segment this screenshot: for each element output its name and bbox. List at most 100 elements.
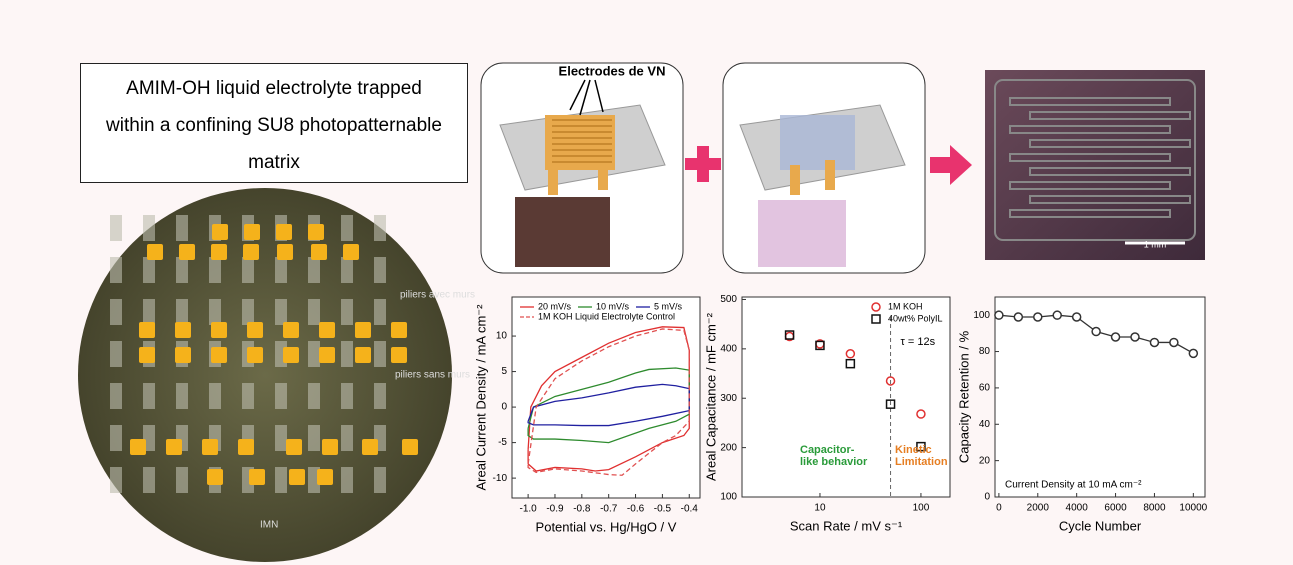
x-tick-label: -0.8 bbox=[573, 504, 591, 515]
electrode-label: Electrodes de VN bbox=[559, 63, 666, 78]
wafer-pad bbox=[143, 383, 155, 409]
pad-marker bbox=[211, 322, 227, 338]
point bbox=[1112, 333, 1120, 341]
pad-marker bbox=[319, 347, 335, 363]
wafer-pad bbox=[275, 467, 287, 493]
pad-marker bbox=[147, 244, 163, 260]
wafer-pad bbox=[374, 383, 386, 409]
y-tick-label: 0 bbox=[984, 492, 990, 503]
y-tick-label: 100 bbox=[720, 492, 737, 503]
wafer-pad bbox=[374, 467, 386, 493]
y-tick-label: 5 bbox=[501, 366, 507, 377]
pad-marker bbox=[238, 439, 254, 455]
y-tick-label: 0 bbox=[501, 402, 507, 413]
wafer-pad bbox=[209, 383, 221, 409]
scale-label: 1 mm bbox=[1144, 239, 1167, 249]
point bbox=[1189, 349, 1197, 357]
point bbox=[1150, 338, 1158, 346]
wafer-text: IMN bbox=[260, 520, 278, 531]
wafer-pad bbox=[341, 425, 353, 451]
wafer-pad bbox=[110, 341, 122, 367]
y-tick-label: 20 bbox=[979, 455, 991, 466]
wafer-pad bbox=[341, 299, 353, 325]
x-tick-label: 0 bbox=[996, 503, 1002, 514]
point bbox=[1073, 313, 1081, 321]
pad-marker bbox=[283, 322, 299, 338]
wafer-pad bbox=[209, 257, 221, 283]
wafer-pad bbox=[374, 215, 386, 241]
y-tick-label: -10 bbox=[493, 473, 508, 484]
x-tick-label: -0.5 bbox=[654, 504, 672, 515]
pad-marker bbox=[362, 439, 378, 455]
wafer-pad bbox=[308, 299, 320, 325]
pad-marker bbox=[343, 244, 359, 260]
y-tick-label: 10 bbox=[496, 331, 508, 342]
x-tick-label: 100 bbox=[913, 503, 930, 514]
micrograph-pattern bbox=[995, 80, 1195, 240]
legend-label: 1M KOH Liquid Electrolyte Control bbox=[538, 311, 675, 321]
pad-marker bbox=[243, 244, 259, 260]
pad-marker bbox=[355, 347, 371, 363]
pad-marker bbox=[311, 244, 327, 260]
electrode-pad bbox=[825, 160, 835, 190]
wafer-pad bbox=[110, 425, 122, 451]
pad-marker bbox=[179, 244, 195, 260]
pad-marker bbox=[317, 469, 333, 485]
wafer-pad bbox=[143, 257, 155, 283]
pad-marker bbox=[166, 439, 182, 455]
wafer-pad bbox=[143, 467, 155, 493]
legend-label: 1M KOH bbox=[888, 301, 923, 311]
wafer-pad bbox=[242, 257, 254, 283]
pad-marker bbox=[130, 439, 146, 455]
y-axis-title: Areal Current Density / mA cm⁻² bbox=[473, 304, 488, 491]
pad-marker bbox=[139, 322, 155, 338]
pad-marker bbox=[175, 347, 191, 363]
pad-marker bbox=[207, 469, 223, 485]
y-tick-label: 300 bbox=[720, 393, 737, 404]
wafer-pad bbox=[374, 341, 386, 367]
pad-marker bbox=[247, 322, 263, 338]
point bbox=[1131, 333, 1139, 341]
y-tick-label: 60 bbox=[979, 383, 991, 394]
figure: 1 mm Electrodes de VN piliers avec murs … bbox=[0, 0, 1293, 565]
pad-marker bbox=[319, 322, 335, 338]
wafer-pad bbox=[374, 257, 386, 283]
x-axis-title: Potential vs. Hg/HgO / V bbox=[536, 519, 677, 534]
wafer-pad bbox=[110, 257, 122, 283]
pad-marker bbox=[402, 439, 418, 455]
wafer-pad bbox=[341, 467, 353, 493]
wafer-pad bbox=[308, 425, 320, 451]
annotation: Current Density at 10 mA cm⁻² bbox=[1005, 480, 1142, 491]
point bbox=[1170, 338, 1178, 346]
wafer-pad bbox=[209, 299, 221, 325]
pad-marker bbox=[391, 322, 407, 338]
pad-marker bbox=[249, 469, 265, 485]
annotation: τ = 12s bbox=[901, 336, 936, 348]
wafer-pad bbox=[176, 467, 188, 493]
pad-marker bbox=[212, 224, 228, 240]
point bbox=[1034, 313, 1042, 321]
x-tick-label: 10000 bbox=[1179, 503, 1207, 514]
y-tick-label: 400 bbox=[720, 343, 737, 354]
pad-marker bbox=[276, 224, 292, 240]
device-photo bbox=[515, 197, 610, 267]
wafer-pad bbox=[275, 425, 287, 451]
wafer-pad bbox=[110, 215, 122, 241]
x-axis-title: Scan Rate / mV s⁻¹ bbox=[790, 518, 903, 533]
pad-marker bbox=[175, 322, 191, 338]
wafer-pad bbox=[341, 257, 353, 283]
legend-label: 40wt% PolyIL bbox=[888, 313, 943, 323]
arrow bbox=[930, 145, 972, 185]
y-tick-label: 500 bbox=[720, 294, 737, 305]
wafer-pad bbox=[242, 299, 254, 325]
caption-box: AMIM-OH liquid electrolyte trapped withi… bbox=[80, 63, 468, 183]
plot-area bbox=[995, 297, 1205, 497]
wafer-text: piliers avec murs bbox=[400, 290, 475, 301]
y-tick-label: 40 bbox=[979, 419, 991, 430]
wafer-pad bbox=[110, 383, 122, 409]
pad-marker bbox=[289, 469, 305, 485]
pad-marker bbox=[322, 439, 338, 455]
wafer-pad bbox=[176, 383, 188, 409]
wafer-pad bbox=[143, 215, 155, 241]
electrode-pad bbox=[790, 165, 800, 195]
